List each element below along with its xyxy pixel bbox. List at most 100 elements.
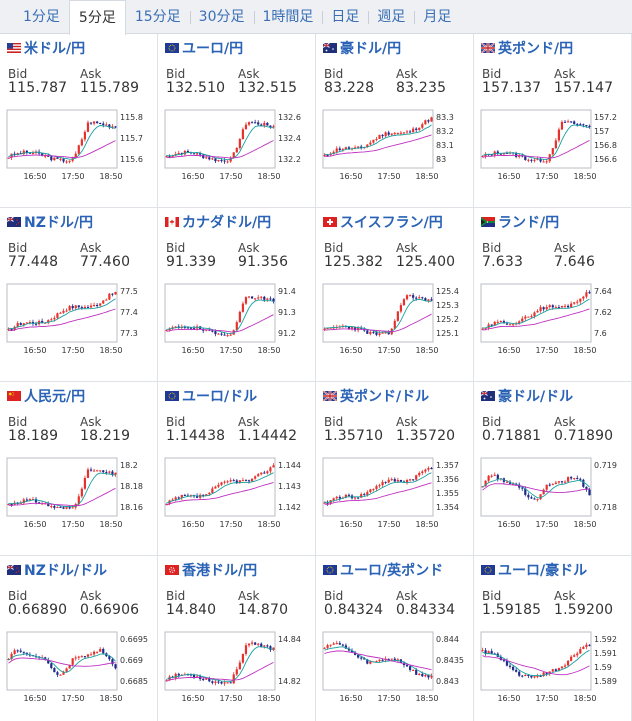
currency-pair-name[interactable]: 人民元/円 <box>24 389 86 405</box>
candle-down <box>202 154 205 158</box>
currency-pair-link[interactable]: 人民元/円 <box>7 387 85 405</box>
price-chart[interactable]: 132.6 132.4 132.2 16:50 17:50 18:50 <box>163 108 313 184</box>
tab-5[interactable]: 日足 <box>322 0 368 34</box>
currency-pair-name[interactable]: 英ポンド/ドル <box>340 389 430 405</box>
price-chart[interactable]: 18.2 18.18 18.16 16:50 17:50 18:50 <box>5 456 155 532</box>
currency-card[interactable]: スイスフラン/円 Bid Ask 125.382 125.400 125.4 125.3 12… <box>316 208 474 382</box>
candle-up <box>573 478 576 480</box>
x-tick-label: 17:50 <box>535 346 558 355</box>
currency-card[interactable]: カナダドル/円 Bid Ask 91.339 91.356 91.4 91.3 91.2 16:… <box>158 208 316 382</box>
tab-4[interactable]: 1時間足 <box>253 0 323 34</box>
currency-card[interactable]: ランド/円 Bid Ask 7.633 7.646 7.64 7.62 7.6 16:50 17:… <box>474 208 632 382</box>
price-chart[interactable]: 91.4 91.3 91.2 16:50 17:50 18:50 <box>163 282 313 358</box>
currency-card[interactable]: ユーロ/豪ドル Bid Ask 1.59185 1.59200 1.592 1.591 1.5… <box>474 556 632 721</box>
candle-up <box>235 322 238 331</box>
currency-pair-link[interactable]: スイスフラン/円 <box>323 213 443 231</box>
currency-card[interactable]: NZドル/ドル Bid Ask 0.66890 0.66906 0.6695 0.669 0.… <box>0 556 158 721</box>
currency-pair-link[interactable]: 米ドル/円 <box>7 39 85 57</box>
currency-pair-name[interactable]: 香港ドル/円 <box>182 563 258 579</box>
currency-card[interactable]: 米ドル/円 Bid Ask 115.787 115.789 115.8 115.7 115.6… <box>0 34 158 208</box>
candle-down <box>99 123 102 125</box>
price-chart[interactable]: 1.357 1.356 1.355 1.354 16:50 17:50 18:50 <box>321 456 471 532</box>
currency-card[interactable]: NZドル/円 Bid Ask 77.448 77.460 77.5 77.4 77.3 16:5… <box>0 208 158 382</box>
tab-3[interactable]: 30分足 <box>189 0 254 34</box>
currency-pair-link[interactable]: ユーロ/豪ドル <box>481 561 587 579</box>
currency-pair-name[interactable]: 英ポンド/円 <box>498 41 574 57</box>
currency-pair-link[interactable]: NZドル/円 <box>7 213 93 231</box>
currency-pair-link[interactable]: ユーロ/円 <box>165 39 243 57</box>
x-tick-label: 16:50 <box>497 346 520 355</box>
candle-up <box>490 475 493 477</box>
ask-value: 77.460 <box>80 254 131 270</box>
currency-pair-link[interactable]: ユーロ/英ポンド <box>323 561 443 579</box>
ask-value: 0.71890 <box>554 428 614 444</box>
currency-card[interactable]: 香港ドル/円 Bid Ask 14.840 14.870 14.84 14.82 16:50 1… <box>158 556 316 721</box>
y-tick-label: 14.84 <box>278 635 301 644</box>
ask-label: Ask <box>238 67 260 81</box>
currency-pair-link[interactable]: カナダドル/円 <box>165 213 271 231</box>
chart-frame <box>164 457 276 517</box>
currency-pair-name[interactable]: ランド/円 <box>498 215 560 231</box>
price-chart[interactable]: 83.3 83.2 83.1 83 16:50 17:50 18:50 <box>321 108 471 184</box>
currency-pair-name[interactable]: ユーロ/ドル <box>182 389 258 405</box>
ask-label: Ask <box>80 241 102 255</box>
price-chart[interactable]: 125.4 125.3 125.2 125.1 16:50 17:50 18:50 <box>321 282 471 358</box>
currency-card[interactable]: 豪ドル/ドル Bid Ask 0.71881 0.71890 0.719 0.718 16:5… <box>474 382 632 556</box>
candle-down <box>177 673 180 676</box>
price-chart[interactable]: 1.144 1.143 1.142 16:50 17:50 18:50 <box>163 456 313 532</box>
candle-down <box>189 674 193 676</box>
currency-pair-name[interactable]: 豪ドル/ドル <box>498 389 574 405</box>
currency-pair-name[interactable]: 豪ドル/円 <box>340 41 402 57</box>
price-chart[interactable]: 0.719 0.718 16:50 17:50 18:50 <box>479 456 629 532</box>
candle-down <box>68 507 71 509</box>
currency-pair-name[interactable]: 米ドル/円 <box>24 41 86 57</box>
ask-value: 18.219 <box>80 428 131 444</box>
price-chart[interactable]: 7.64 7.62 7.6 16:50 17:50 18:50 <box>479 282 629 358</box>
price-chart[interactable]: 0.844 0.8435 0.843 16:50 17:50 18:50 <box>321 630 471 706</box>
tab-0[interactable]: 1分足 <box>23 8 60 25</box>
price-chart[interactable]: 0.6695 0.669 0.6685 16:50 17:50 18:50 <box>5 630 155 706</box>
currency-card[interactable]: 英ポンド/ドル Bid Ask 1.35710 1.35720 1.357 1.356 1.3… <box>316 382 474 556</box>
ask-value: 132.515 <box>238 80 298 96</box>
tab-6[interactable]: 週足 <box>368 0 414 34</box>
bid-label: Bid <box>8 589 28 603</box>
currency-pair-name[interactable]: NZドル/円 <box>24 215 93 231</box>
moving-average-fast <box>482 478 590 499</box>
currency-pair-link[interactable]: 香港ドル/円 <box>165 561 257 579</box>
currency-pair-name[interactable]: ユーロ/円 <box>182 41 244 57</box>
candle-up <box>223 481 226 483</box>
currency-card[interactable]: 英ポンド/円 Bid Ask 157.137 157.147 157.2 157 156.8 1… <box>474 34 632 208</box>
price-chart[interactable]: 157.2 157 156.8 156.6 16:50 17:50 18:50 <box>479 108 629 184</box>
currency-card[interactable]: ユーロ/ドル Bid Ask 1.14438 1.14442 1.144 1.143 1.14… <box>158 382 316 556</box>
currency-pair-name[interactable]: ユーロ/英ポンド <box>340 563 444 579</box>
currency-pair-link[interactable]: 英ポンド/円 <box>481 39 573 57</box>
x-tick-label: 16:50 <box>181 694 204 703</box>
candle-down <box>381 659 384 661</box>
currency-card[interactable]: ユーロ/円 Bid Ask 132.510 132.515 132.6 132.4 132.2… <box>158 34 316 208</box>
currency-pair-name[interactable]: スイスフラン/円 <box>340 215 443 231</box>
tab-2[interactable]: 15分足 <box>134 8 181 25</box>
price-chart[interactable]: 1.592 1.591 1.59 1.589 16:50 17:50 18:50 <box>479 630 629 706</box>
currency-pair-link[interactable]: ランド/円 <box>481 213 559 231</box>
candle-up <box>235 669 238 675</box>
currency-pair-name[interactable]: ユーロ/豪ドル <box>498 563 588 579</box>
price-chart[interactable]: 14.84 14.82 16:50 17:50 18:50 <box>163 630 313 706</box>
currency-pair-link[interactable]: ユーロ/ドル <box>165 387 257 405</box>
candle-up <box>405 131 409 133</box>
price-chart[interactable]: 77.5 77.4 77.3 16:50 17:50 18:50 <box>5 282 155 358</box>
currency-card[interactable]: 豪ドル/円 Bid Ask 83.228 83.235 83.3 83.2 83.1 83 16:… <box>316 34 474 208</box>
currency-card[interactable]: ユーロ/英ポンド Bid Ask 0.84324 0.84334 0.844 0.8435 0… <box>316 556 474 721</box>
currency-pair-link[interactable]: NZドル/ドル <box>7 561 107 579</box>
currency-pair-link[interactable]: 英ポンド/ドル <box>323 387 429 405</box>
price-chart[interactable]: 115.8 115.7 115.6 16:50 17:50 18:50 <box>5 108 155 184</box>
tab-1[interactable]: 5分足 <box>68 0 126 35</box>
currency-pair-link[interactable]: 豪ドル/ドル <box>481 387 573 405</box>
currency-card[interactable]: 人民元/円 Bid Ask 18.189 18.219 18.2 18.18 18.16 16:… <box>0 382 158 556</box>
currency-pair-link[interactable]: 豪ドル/円 <box>323 39 401 57</box>
candle-up <box>424 675 427 677</box>
candle-down <box>59 506 62 508</box>
tab-7[interactable]: 月足 <box>414 0 460 34</box>
currency-pair-name[interactable]: カナダドル/円 <box>182 215 272 231</box>
currency-pair-name[interactable]: NZドル/ドル <box>24 563 107 579</box>
candle-down <box>363 494 366 496</box>
